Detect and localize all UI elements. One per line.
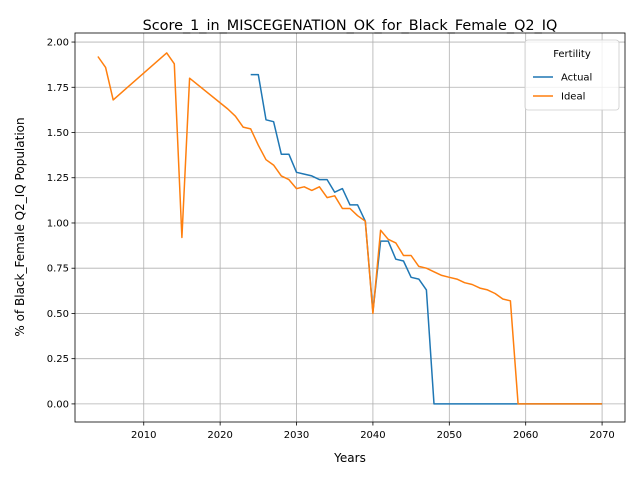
x-tick-label: 2030 <box>284 430 309 441</box>
plot-frame <box>74 32 626 423</box>
chart-title: Score_1_in_MISCEGENATION_OK_for_Black_Fe… <box>143 18 558 34</box>
y-tick-label: 1.50 <box>47 128 69 139</box>
legend-box <box>524 39 620 111</box>
x-tick-label: 2070 <box>589 430 614 441</box>
series-line-ideal <box>97 52 603 405</box>
x-tick-label: 2040 <box>360 430 385 441</box>
x-axis-label: Years <box>333 451 366 465</box>
y-axis-ticks: 0.00 0.25 0.50 0.75 1.00 1.25 1.50 1.75 2.00 <box>47 38 75 410</box>
y-axis-label: % of Black_Female Q2_IQ Population <box>13 117 27 336</box>
x-tick-label: 2060 <box>513 430 538 441</box>
y-tick-label: 0.00 <box>47 399 69 410</box>
y-tick-label: 0.75 <box>47 264 69 275</box>
legend: Fertility Actual Ideal <box>524 39 620 111</box>
y-tick-label: 1.75 <box>47 83 69 94</box>
y-tick-label: 1.25 <box>47 173 69 184</box>
grid <box>75 33 625 422</box>
y-tick-label: 2.00 <box>47 38 69 49</box>
x-tick-label: 2050 <box>437 430 462 441</box>
y-tick-label: 0.25 <box>47 354 69 365</box>
legend-label-actual: Actual <box>561 73 592 84</box>
x-axis-ticks: 2010 2020 2030 2040 2050 2060 2070 <box>131 422 615 441</box>
y-tick-label: 0.50 <box>47 309 69 320</box>
legend-title: Fertility <box>553 49 591 60</box>
x-tick-label: 2020 <box>207 430 232 441</box>
legend-label-ideal: Ideal <box>561 92 585 103</box>
x-tick-label: 2010 <box>131 430 156 441</box>
series-layer <box>97 52 603 405</box>
y-tick-label: 1.00 <box>47 218 69 229</box>
